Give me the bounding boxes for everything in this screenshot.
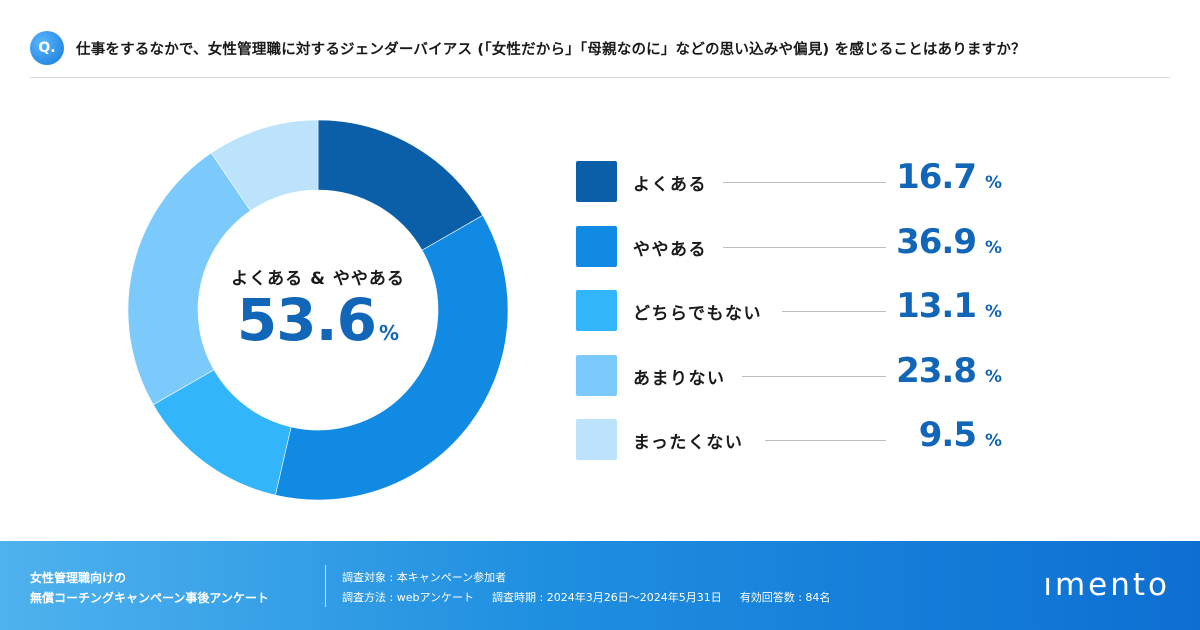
question-badge: Q. — [30, 31, 64, 65]
survey-title-line1: 女性管理職向けの — [30, 571, 127, 585]
donut-slice-2 — [275, 214, 509, 501]
survey-period: 調査時期 : 2024年3月26日～2024年5月31日 — [492, 591, 722, 604]
survey-responses: 有効回答数 : 84名 — [739, 591, 831, 604]
legend-unit: % — [984, 302, 1002, 322]
legend-value: 16.7 — [896, 157, 977, 197]
legend-label: ややある — [633, 239, 707, 260]
donut-slice-5 — [210, 119, 319, 212]
legend-label: まったくない — [633, 433, 744, 453]
legend-label: よくある — [633, 175, 707, 195]
legend-item: どちらでもない 13.1 % — [576, 286, 1006, 331]
survey-title-line2: 無償コーチングキャンペーン事後アンケート — [30, 591, 269, 605]
legend-swatch — [576, 290, 617, 331]
survey-details-row: 調査方法 : webアンケート 調査時期 : 2024年3月26日～2024年5月… — [342, 588, 830, 608]
survey-method: 調査方法 : webアンケート — [342, 591, 475, 604]
legend-leader-line — [723, 246, 886, 248]
legend-unit: % — [984, 431, 1002, 451]
survey-info: 調査対象 : 本キャンペーン参加者 調査方法 : webアンケート 調査時期 : … — [342, 568, 830, 608]
legend-unit: % — [984, 366, 1002, 387]
center-label: よくある & ややある — [231, 269, 405, 289]
legend-swatch — [576, 354, 617, 396]
legend-label: どちらでもない — [633, 304, 762, 324]
donut-slice-4 — [127, 152, 251, 406]
donut-svg — [127, 119, 509, 501]
mento-logo: ımento — [1043, 567, 1170, 603]
center-value-number: 53.6 — [236, 286, 377, 354]
legend-item: よくある 16.7 % — [576, 157, 1006, 202]
legend-item: あまりない 23.8 % — [576, 351, 1006, 396]
legend-swatch — [576, 161, 617, 202]
center-value: 53.6% — [124, 286, 512, 354]
legend-value: 36.9 — [896, 221, 977, 262]
footer-banner: 女性管理職向けの 無償コーチングキャンペーン事後アンケート 調査対象 : 本キャ… — [0, 541, 1200, 630]
survey-title: 女性管理職向けの 無償コーチングキャンペーン事後アンケート — [30, 568, 269, 608]
legend-value: 13.1 — [896, 286, 977, 326]
legend-leader-line — [782, 311, 886, 312]
legend-label: あまりない — [633, 368, 726, 389]
legend-swatch — [576, 225, 617, 267]
question-text: 仕事をするなかで、女性管理職に対するジェンダーバイアス (「女性だから」「母親な… — [76, 41, 1026, 58]
legend-item: まったくない 9.5 % — [576, 415, 1006, 460]
header-divider — [30, 77, 1170, 78]
legend-swatch — [576, 419, 617, 460]
legend-leader-line — [742, 375, 886, 377]
survey-target: 調査対象 : 本キャンペーン参加者 — [342, 571, 507, 584]
legend-leader-line — [723, 182, 886, 183]
legend-item: ややある 36.9 % — [576, 222, 1006, 267]
legend-leader-line — [765, 440, 886, 441]
legend-value: 23.8 — [896, 350, 977, 391]
center-value-unit: % — [379, 321, 400, 345]
donut-chart: よくある & ややある 53.6% — [124, 116, 512, 504]
footer-divider — [325, 565, 326, 607]
question-row: Q. 仕事をするなかで、女性管理職に対するジェンダーバイアス (「女性だから」「… — [30, 28, 1170, 68]
legend-unit: % — [984, 173, 1002, 193]
legend-unit: % — [984, 237, 1002, 258]
legend-value: 9.5 — [918, 415, 977, 455]
legend: よくある 16.7 % ややある 36.9 % どちらでもない 13.1 % あ… — [576, 157, 1006, 484]
